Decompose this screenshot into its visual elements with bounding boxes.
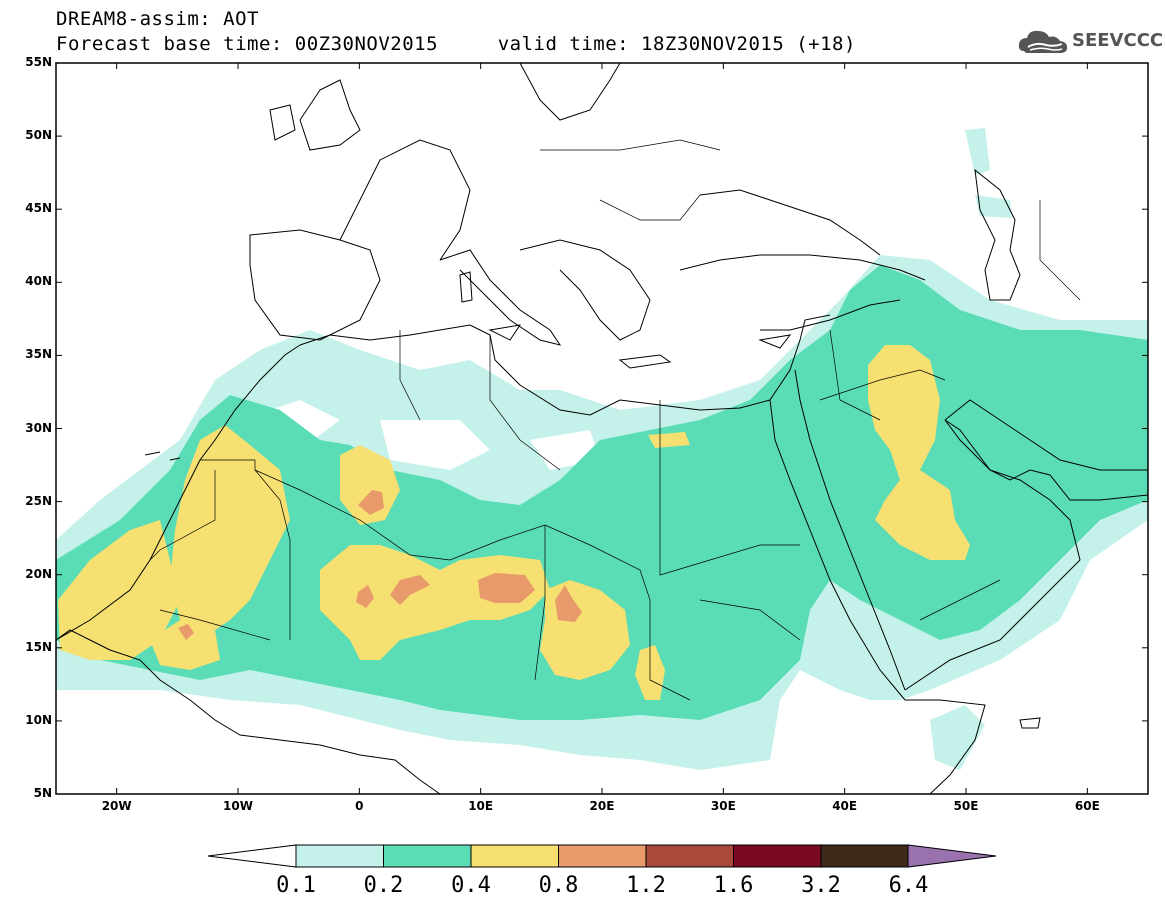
lat-tick-label: 45N xyxy=(25,201,52,216)
france xyxy=(339,139,471,261)
seevccc-logo: SEEVCCC xyxy=(1016,23,1163,59)
colorbar-box xyxy=(820,844,909,868)
aot-contour-0.4 xyxy=(340,445,400,525)
lon-tick-label: 0 xyxy=(355,799,364,813)
aot-contour-0.4 xyxy=(868,345,970,560)
lon-tick-label: 30E xyxy=(710,799,736,813)
map-title: DREAM8-assim: AOT xyxy=(56,8,259,30)
colorbar-box xyxy=(295,844,384,868)
canary xyxy=(144,451,181,461)
colorbar-label: 0.8 xyxy=(538,873,579,898)
italy xyxy=(439,249,562,346)
cyprus xyxy=(758,334,792,349)
socotra xyxy=(1019,717,1041,729)
aot-contour-0.4 xyxy=(320,545,550,660)
aot-contour-0.8 xyxy=(555,585,582,622)
sicily xyxy=(488,324,522,341)
aot-contour-0.4 xyxy=(150,620,220,670)
lon-tick-label: 10E xyxy=(468,799,494,813)
aot-contour-0.8 xyxy=(390,575,430,605)
aot-contour-0.1 xyxy=(975,195,1012,218)
colorbar-above-triangle xyxy=(907,844,997,868)
arabia-coast xyxy=(904,419,1081,691)
lon-tick-label: 20E xyxy=(589,799,615,813)
iran-coast xyxy=(944,399,1148,471)
turkey-north xyxy=(679,254,926,281)
colorbar-box xyxy=(470,844,559,868)
aot-contour-0.8 xyxy=(178,624,194,640)
black-sea xyxy=(699,189,881,256)
colorbar-label: 0.2 xyxy=(363,873,404,898)
aot-contour-0.4 xyxy=(648,432,690,448)
lat-tick-label: 30N xyxy=(25,420,52,435)
lat-tick-label: 50N xyxy=(25,128,52,143)
balkans xyxy=(519,239,651,341)
colorbar-box xyxy=(558,844,647,868)
lon-tick-label: 50E xyxy=(953,799,979,813)
colorbar-label: 6.4 xyxy=(888,873,929,898)
aot-contour-0.4 xyxy=(58,520,180,660)
horn-africa xyxy=(905,699,986,794)
colorbar-label: 3.2 xyxy=(801,873,841,898)
aot-contour-0.8 xyxy=(478,573,535,603)
colorbar xyxy=(207,844,997,868)
lon-tick-label: 10W xyxy=(223,799,253,813)
aot-field xyxy=(56,128,1148,770)
colorbar-label: 1.6 xyxy=(713,873,754,898)
colorbar-box xyxy=(645,844,734,868)
colorbar-label: 0.4 xyxy=(451,873,491,898)
logo-text: SEEVCCC xyxy=(1072,30,1164,51)
caspian xyxy=(974,168,1021,301)
country-borders xyxy=(149,139,1081,701)
scandinavia xyxy=(519,63,621,121)
colorbar-label: 0.1 xyxy=(276,873,316,898)
aot-hole xyxy=(380,420,490,470)
aot-contour-0.4 xyxy=(170,425,290,640)
lon-tick-label: 40E xyxy=(832,799,858,813)
lat-tick-label: 25N xyxy=(25,493,52,508)
sardinia xyxy=(459,271,473,303)
levant-coast xyxy=(769,314,831,401)
turkey-south xyxy=(760,299,901,331)
red-sea-east xyxy=(794,369,906,691)
cloud-icon xyxy=(1018,30,1068,53)
ireland xyxy=(269,104,296,141)
aot-contour-0.8 xyxy=(358,490,384,515)
lon-tick-label: 60E xyxy=(1074,799,1100,813)
coastlines xyxy=(56,63,1148,794)
africa-coast xyxy=(56,629,441,794)
lat-tick-label: 10N xyxy=(25,712,52,727)
forecast-time-subtitle: Forecast base time: 00Z30NOV2015 valid t… xyxy=(56,33,856,55)
lat-tick-label: 35N xyxy=(25,347,52,362)
north-africa-coast xyxy=(299,324,771,416)
lat-tick-label: 40N xyxy=(25,274,52,289)
uk xyxy=(299,79,361,151)
colorbar-box xyxy=(733,844,822,868)
colorbar-label: 1.2 xyxy=(626,873,666,898)
colorbar-box xyxy=(383,844,472,868)
gulf-coast xyxy=(944,419,1148,501)
lon-tick-label: 20W xyxy=(101,799,132,813)
lat-tick-label: 20N xyxy=(25,566,52,581)
iberia xyxy=(249,229,381,341)
lat-tick-label: 15N xyxy=(25,639,52,654)
tickmarks xyxy=(56,62,1148,795)
west-africa-coast xyxy=(56,344,301,641)
colorbar-below-triangle xyxy=(207,844,297,868)
lat-tick-label: 5N xyxy=(33,786,52,800)
crete xyxy=(618,354,672,369)
aot-contour-0.8 xyxy=(356,585,374,608)
lat-tick-label: 55N xyxy=(25,55,52,69)
red-sea-west xyxy=(769,399,906,701)
aot-contour-0.1 xyxy=(930,705,985,770)
aot-contour-0.1 xyxy=(965,128,990,175)
